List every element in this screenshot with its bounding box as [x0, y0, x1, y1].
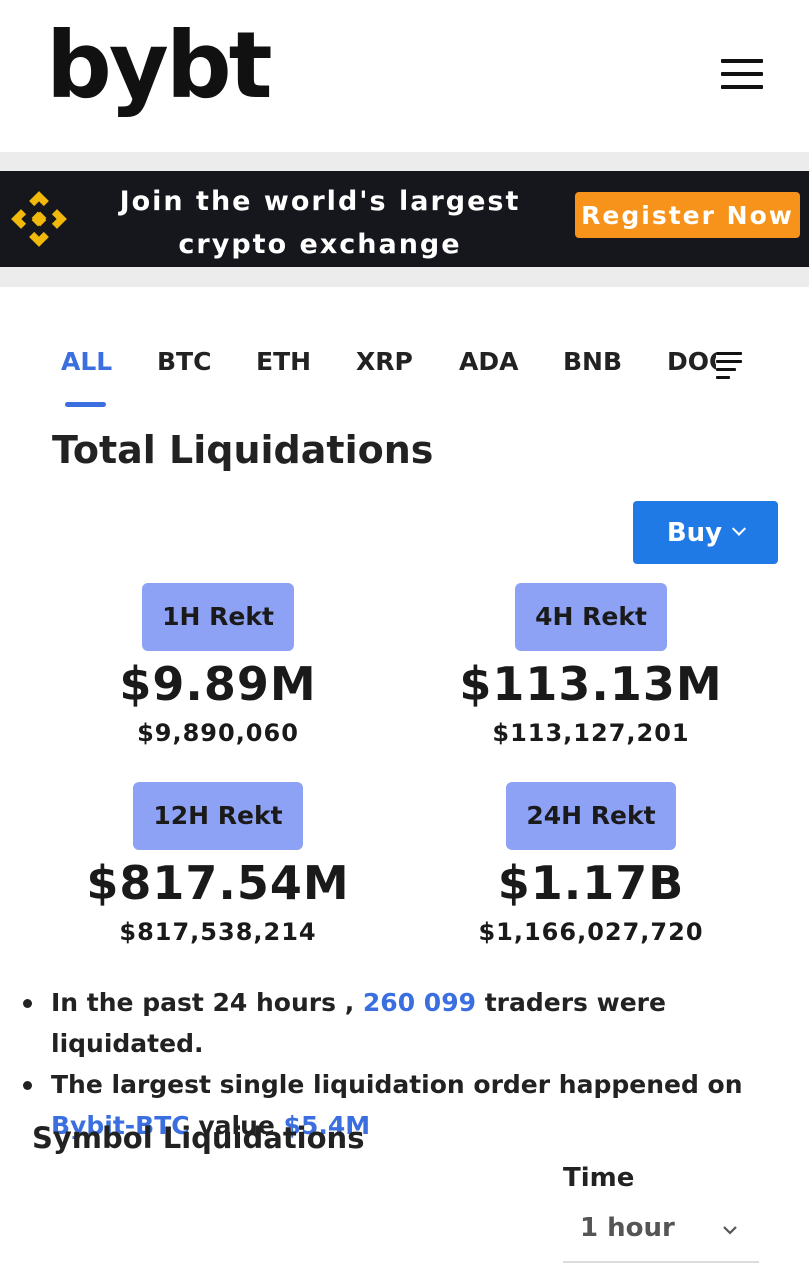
bybt-logo[interactable]: bybt — [46, 12, 273, 119]
stat-exact-value: $817,538,214 — [119, 918, 317, 946]
rekt-badge[interactable]: 1H Rekt — [142, 583, 294, 651]
list-line — [716, 352, 742, 355]
stat-value: $113.13M — [459, 657, 723, 711]
order-value-link[interactable]: $5.4M — [283, 1111, 371, 1140]
list-line — [716, 376, 730, 379]
chevron-down-icon-svg — [723, 1226, 737, 1235]
tab-btc[interactable]: BTC — [157, 347, 212, 376]
rekt-badge[interactable]: 12H Rekt — [133, 782, 303, 850]
list-icon[interactable] — [716, 344, 756, 384]
summary-text: In the past 24 hours , — [51, 988, 355, 1017]
time-select[interactable]: 1 hour — [563, 1205, 759, 1263]
hamburger-menu-icon[interactable] — [718, 56, 766, 92]
list-line — [716, 360, 742, 363]
summary-text: The largest single liquidation order hap… — [51, 1070, 743, 1099]
traders-count-link[interactable]: 260 099 — [362, 988, 476, 1017]
divider — [0, 267, 809, 287]
stat-value: $817.54M — [86, 856, 350, 910]
list-line — [716, 368, 736, 371]
stat-exact-value: $1,166,027,720 — [478, 918, 704, 946]
liquidation-summary: In the past 24 hours , 260 099 traders w… — [20, 982, 800, 1146]
stat-12h: 12H Rekt $817.54M $817,538,214 — [53, 782, 383, 946]
stat-value: $9.89M — [119, 657, 317, 711]
tab-all[interactable]: ALL — [61, 347, 113, 376]
exchange-link[interactable]: Bybit-BTC — [51, 1111, 190, 1140]
summary-text: value — [198, 1111, 275, 1140]
stat-value: $1.17B — [497, 856, 685, 910]
time-select-value: 1 hour — [580, 1213, 675, 1243]
tab-ada[interactable]: ADA — [459, 347, 519, 376]
header: bybt — [0, 0, 809, 152]
stat-exact-value: $9,890,060 — [137, 719, 299, 747]
menu-bar — [721, 59, 763, 63]
summary-traders: In the past 24 hours , 260 099 traders w… — [20, 982, 800, 1064]
buy-label: Buy — [666, 517, 723, 548]
binance-logo-icon — [11, 191, 67, 247]
summary-largest-order: The largest single liquidation order hap… — [20, 1064, 800, 1146]
menu-bar — [721, 72, 763, 76]
banner-line-1: Join the world's largest — [119, 186, 521, 217]
rekt-badge[interactable]: 24H Rekt — [506, 782, 676, 850]
tab-bnb[interactable]: BNB — [563, 347, 623, 376]
coin-tabs: ALL BTC ETH XRP ADA BNB DOC — [0, 330, 809, 410]
stat-24h: 24H Rekt $1.17B $1,166,027,720 — [426, 782, 756, 946]
tab-xrp[interactable]: XRP — [356, 347, 413, 376]
stat-1h: 1H Rekt $9.89M $9,890,060 — [53, 583, 383, 747]
chevron-down-icon — [721, 1221, 739, 1243]
tab-eth[interactable]: ETH — [256, 347, 312, 376]
time-label: Time — [563, 1163, 635, 1193]
menu-bar — [721, 85, 763, 89]
chevron-down-icon — [732, 521, 747, 536]
buy-dropdown-button[interactable]: Buy — [633, 501, 778, 564]
section-title: Symbol Liquidations — [32, 1121, 365, 1155]
banner-headline: Join the world's largest crypto exchange — [110, 180, 530, 266]
active-tab-indicator — [65, 402, 106, 407]
stat-exact-value: $113,127,201 — [492, 719, 690, 747]
divider — [0, 152, 809, 171]
register-now-button[interactable]: Register Now — [575, 192, 800, 238]
banner-line-2: crypto exchange — [178, 229, 462, 260]
summary-text: traders were liquidated. — [51, 988, 666, 1058]
page-title: Total Liquidations — [52, 428, 434, 472]
stat-4h: 4H Rekt $113.13M $113,127,201 — [426, 583, 756, 747]
rekt-badge[interactable]: 4H Rekt — [515, 583, 667, 651]
